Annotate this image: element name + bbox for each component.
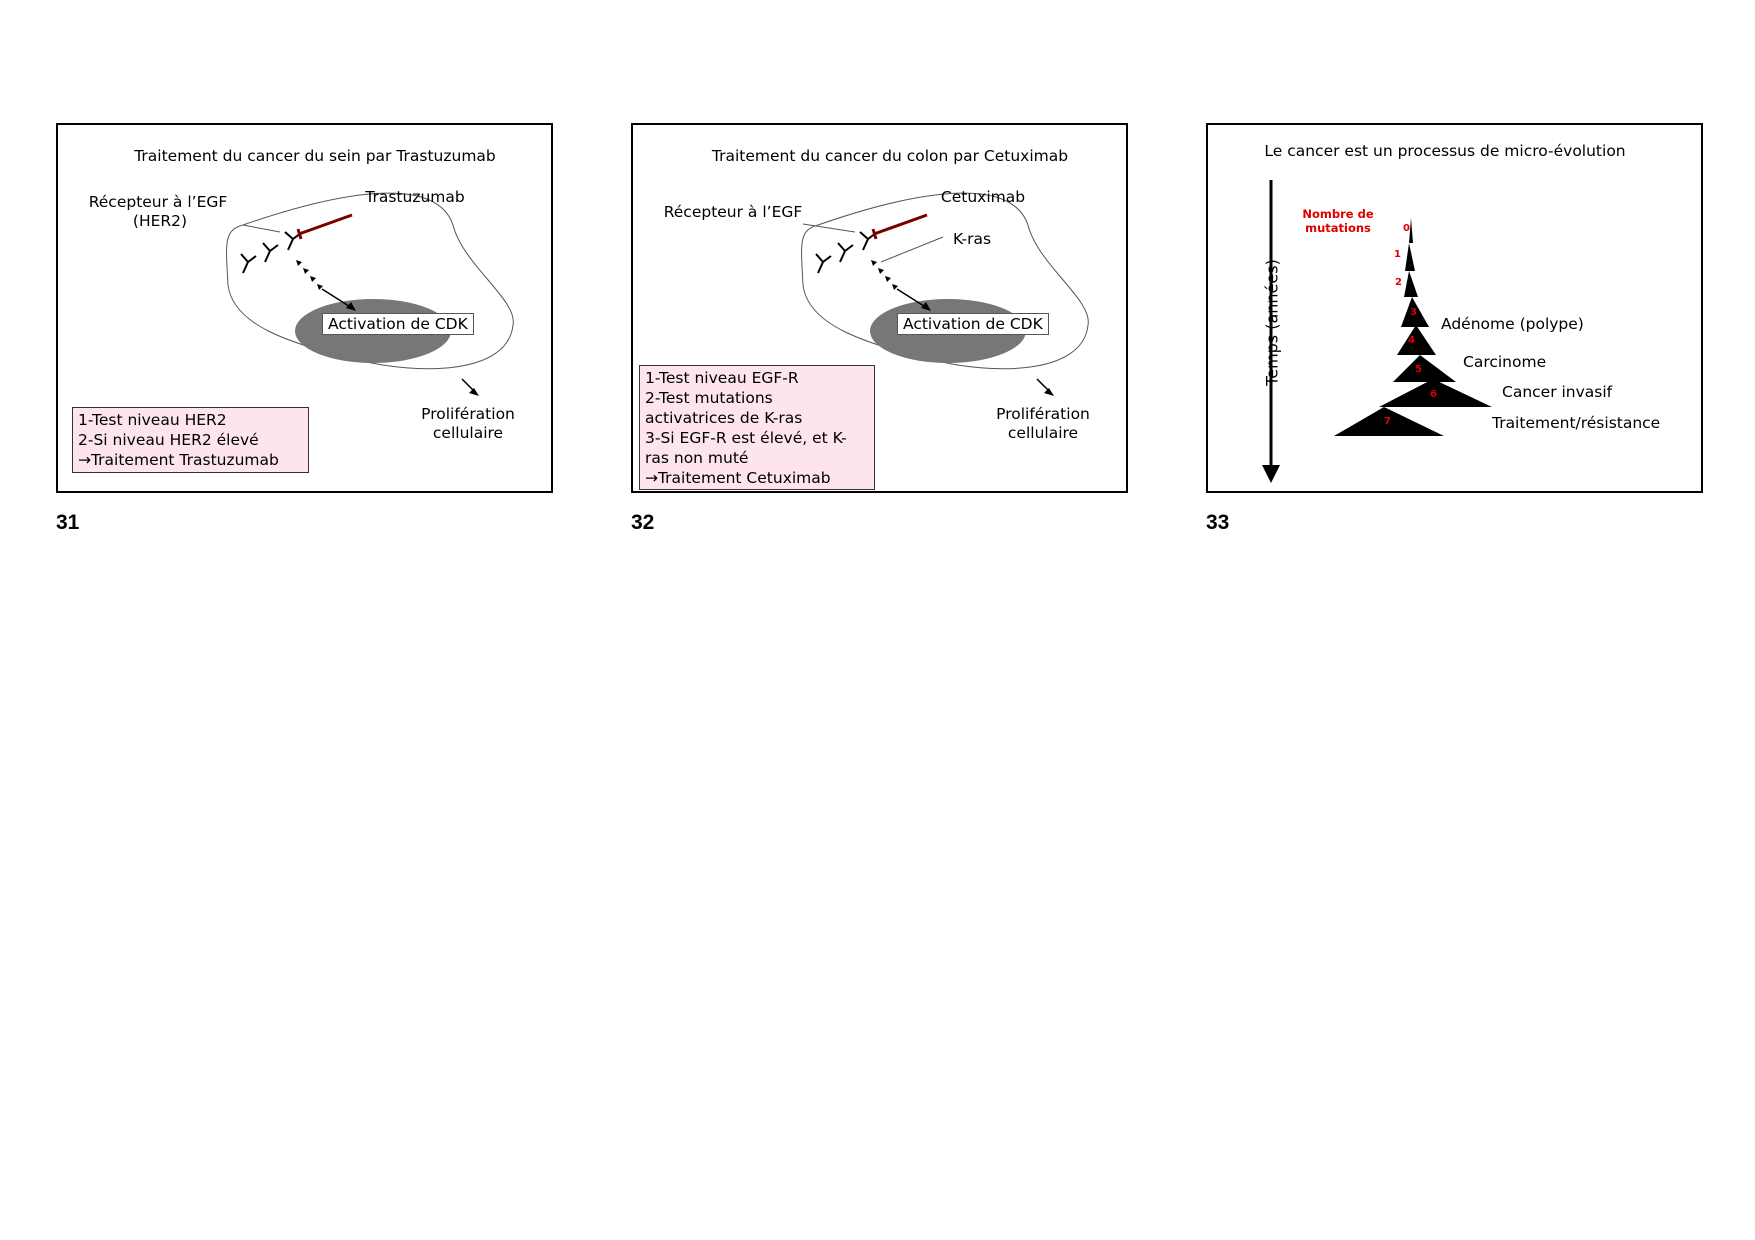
inhibitor-icon (296, 213, 353, 240)
mutation-count: 4 (1408, 335, 1415, 346)
proliferation-label-sub: cellulaire (432, 424, 504, 442)
proliferation-arrow (1036, 378, 1054, 396)
mutation-count: 6 (1430, 389, 1437, 400)
receptor-label: Récepteur à l’EGF (663, 203, 803, 221)
stage-5 (1393, 355, 1456, 382)
receptor-label-sub: (HER2) (132, 212, 188, 230)
receptor-pointer (242, 224, 281, 233)
mutations-label-line: mutations (1305, 221, 1371, 235)
protocol-line: ras non muté (645, 449, 749, 467)
proliferation-label: Prolifération (421, 405, 515, 423)
cell-membrane (801, 192, 1089, 370)
receptor-icon (240, 231, 302, 274)
mutation-count: 5 (1415, 364, 1422, 375)
stage-6 (1379, 379, 1492, 407)
evolution-diagram (1262, 180, 1492, 483)
mutation-count: 2 (1395, 277, 1402, 288)
receptor-label: Récepteur à l’EGF (88, 193, 228, 211)
inhibitor-icon (871, 213, 928, 240)
time-axis-label: Temps (années) (1262, 259, 1282, 386)
kras-label: K-ras (952, 230, 992, 248)
stage-4 (1397, 325, 1436, 355)
protocol-line: 2-Si niveau HER2 élevé (78, 431, 259, 449)
kras-pointer (880, 236, 944, 263)
tumor-growth-cone (1334, 218, 1492, 436)
mutation-count: 0 (1403, 223, 1410, 234)
protocol-line: 1-Test niveau HER2 (78, 411, 227, 429)
stage-7 (1334, 407, 1444, 436)
stage-label-invasif: Cancer invasif (1502, 383, 1613, 401)
drug-label: Cetuximab (940, 188, 1026, 206)
receptor-pointer (802, 223, 856, 233)
mutations-label: Nombre de mutations (1288, 207, 1388, 235)
stage-0 (1409, 218, 1413, 243)
slide-33: Le cancer est un processus de micro-évol… (1206, 123, 1703, 493)
drug-label: Trastuzumab (365, 188, 465, 206)
slide-31: Traitement du cancer du sein par Trastuz… (56, 123, 553, 493)
protocol-line: 3-Si EGF-R est élevé, et K- (645, 429, 847, 447)
protocol-line: 2-Test mutations (645, 389, 773, 407)
stage-label-resistance: Traitement/résistance (1492, 414, 1661, 432)
protocol-box: 1-Test niveau EGF-R 2-Test mutations act… (639, 365, 875, 490)
stage-3 (1401, 297, 1429, 327)
proliferation-label-sub: cellulaire (1007, 424, 1079, 442)
protocol-line: 1-Test niveau EGF-R (645, 369, 799, 387)
mutations-label-line: Nombre de (1302, 207, 1374, 221)
protocol-line: activatrices de K-ras (645, 409, 803, 427)
stage-1 (1405, 243, 1415, 271)
cdk-activation-box: Activation de CDK (322, 313, 474, 335)
mutation-count: 1 (1394, 249, 1401, 260)
proliferation-arrow (461, 378, 479, 396)
slide-number: 32 (631, 511, 655, 534)
mutation-count: 7 (1384, 416, 1391, 427)
protocol-line: →Traitement Cetuximab (645, 469, 831, 487)
receptor-icon (815, 231, 877, 274)
slide-number: 33 (1206, 511, 1230, 534)
mutation-count: 3 (1410, 307, 1417, 318)
stage-label-adenome: Adénome (polype) (1441, 315, 1584, 333)
proliferation-label: Prolifération (996, 405, 1090, 423)
time-arrow (1262, 180, 1280, 483)
slide-32: Traitement du cancer du colon par Cetuxi… (631, 123, 1128, 493)
slide-number: 31 (56, 511, 80, 534)
stage-label-carcinome: Carcinome (1463, 353, 1547, 371)
stage-2 (1404, 271, 1418, 297)
protocol-box: 1-Test niveau HER2 2-Si niveau HER2 élev… (72, 407, 309, 473)
cdk-activation-box: Activation de CDK (897, 313, 1049, 335)
slide-title: Traitement du cancer du colon par Cetuxi… (711, 147, 1069, 165)
cell-membrane (226, 192, 514, 370)
signal-arrow (871, 260, 931, 311)
slide-title: Le cancer est un processus de micro-évol… (1264, 142, 1626, 160)
signal-arrow (296, 260, 356, 311)
slide-title: Traitement du cancer du sein par Trastuz… (134, 147, 496, 165)
protocol-line: →Traitement Trastuzumab (78, 451, 279, 469)
